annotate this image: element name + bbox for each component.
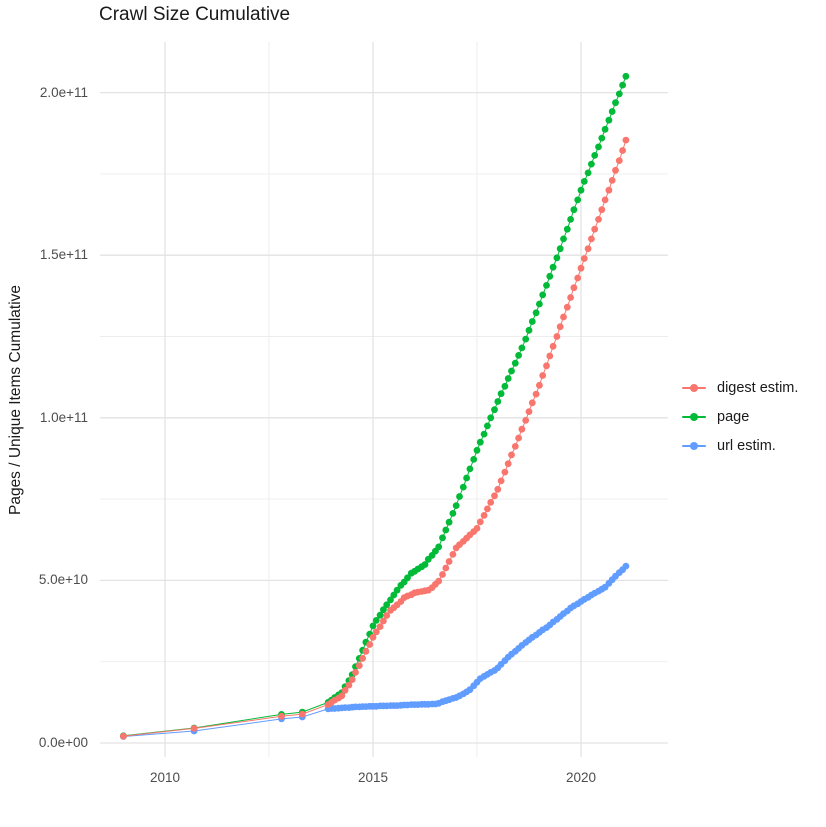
legend-key-icon: [682, 438, 706, 454]
x-tick-label: 2020: [565, 770, 597, 785]
series-digest-estim: [120, 136, 630, 740]
legend: digest estim. page url estim.: [682, 379, 798, 454]
legend-key-icon: [682, 409, 706, 425]
legend-item-digest-estim: digest estim.: [682, 379, 798, 396]
legend-label: digest estim.: [717, 379, 799, 396]
y-axis-title: Pages / Unique Items Cumulative: [7, 284, 24, 516]
legend-label: url estim.: [717, 437, 776, 454]
x-tick-label: 2015: [357, 770, 389, 785]
y-tick-label: 2.0e+11: [39, 85, 88, 100]
y-tick-label: 0.0e+00: [38, 735, 88, 750]
grid-major: [100, 42, 668, 757]
y-tick-label: 5.0e+10: [38, 572, 88, 587]
grid-minor: [100, 42, 668, 757]
series-url-estim: [120, 562, 630, 740]
legend-label: page: [717, 408, 750, 425]
x-tick-label: 2010: [149, 770, 181, 785]
y-tick-label: 1.0e+11: [39, 410, 88, 425]
legend-item-url-estim: url estim.: [682, 437, 798, 454]
chart-title: Crawl Size Cumulative: [99, 4, 291, 25]
legend-item-page: page: [682, 408, 798, 425]
y-tick-label: 1.5e+11: [39, 247, 88, 262]
legend-key-icon: [682, 380, 706, 396]
